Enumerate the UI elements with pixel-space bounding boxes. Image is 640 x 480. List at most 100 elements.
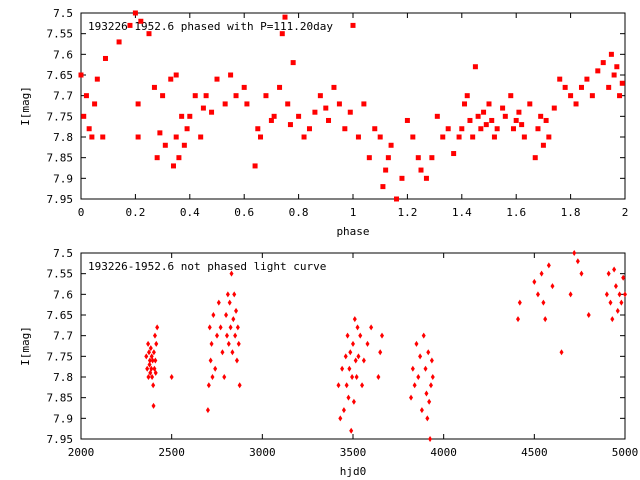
phased-data-point [263,93,269,99]
phased-data-point [181,142,187,148]
phased-data-point [209,109,215,115]
phased-data-point [516,109,522,115]
unphased-data-point [154,340,159,347]
unphased-data-point [169,374,174,380]
phased-data-point [301,134,307,140]
unphased-plot-ticks: 2000 2500 3000 3500 4000 4500 5000 7.5 7.55 7.6 7.… [47,247,639,459]
phased-data-point [372,126,378,132]
unphased-data-point [351,340,355,347]
phased-data-point [470,134,476,140]
phased-data-point [608,51,614,57]
unphased-data-point [543,316,548,323]
phased-data-point [451,151,457,157]
phased-data-point [415,155,421,161]
unphased-data-point [346,394,351,401]
phased-data-point [527,101,533,107]
phased-data-point [154,155,160,161]
unphased-data-point [621,274,626,281]
unphased-data-point [360,382,365,389]
unphased-x-tick-label: 5000 [612,446,639,459]
unphased-data-point [356,353,361,360]
phased-x-tick-label: 0.2 [125,206,145,219]
unphased-data-point [228,324,233,331]
phased-data-point [290,60,296,66]
phased-data-point [472,64,478,70]
phased-data-point [459,126,465,132]
phased-data-point [483,122,489,128]
unphased-x-tick-label: 2000 [68,446,95,459]
unphased-data-point [426,349,431,356]
unphased-data-point [427,398,432,405]
phased-y-tick-label: 7.65 [47,69,74,82]
unphased-data-point [206,382,211,389]
phased-data-point [617,93,623,99]
unphased-data-point [216,299,221,306]
phased-data-point [557,76,563,82]
phased-data-point [187,113,193,119]
phased-data-point [445,126,451,132]
unphased-data-point [345,332,350,339]
unphased-data-point [517,299,522,306]
unphased-data-point [225,291,230,298]
phased-data-point [86,126,92,132]
phased-data-point [94,76,100,82]
phased-data-point [331,84,337,90]
unphased-data-point [424,390,429,397]
unphased-data-point [610,316,615,323]
phased-data-point [377,134,383,140]
phased-data-point [551,105,557,111]
unphased-y-tick-label: 7.7 [53,330,73,343]
unphased-data-point [150,357,155,364]
phased-data-point [214,76,220,82]
phased-data-point [258,134,264,140]
unphased-data-point [215,332,219,339]
unphased-data-point [351,398,356,405]
phased-data-point [388,142,394,148]
unphased-data-point [146,374,151,380]
phased-data-point [285,101,291,107]
unphased-data-point [222,374,227,380]
phased-data-point [282,14,288,20]
unphased-light-curve-panel: 193226-1952.6 not phased light curve hjd… [19,247,638,478]
unphased-data-point [207,324,212,331]
unphased-data-point [224,332,229,339]
unphased-data-point [429,357,434,364]
phased-data-point [326,117,332,123]
phased-data-point [241,84,247,90]
unphased-data-point [416,374,421,380]
phased-data-point [78,72,84,78]
phased-light-curve-panel: 193226-1952.6 phased with P=111.20day ph… [19,7,628,238]
unphased-y-tick-label: 7.5 [53,247,73,260]
phased-data-point [383,167,389,173]
phased-data-point [380,184,386,190]
phased-data-point [589,93,595,99]
phased-plot-frame [80,12,626,200]
unphased-plot-y-label: I[mag] [19,326,32,366]
unphased-data-point [151,402,156,409]
unphased-data-point [237,382,242,389]
unphased-plot-title: 193226-1952.6 not phased light curve [88,260,326,273]
unphased-data-point [369,324,374,331]
unphased-data-point [428,436,433,442]
phased-data-point [271,113,277,119]
unphased-data-point [205,407,210,414]
unphased-data-point [378,349,383,356]
unphased-data-point [149,365,154,372]
unphased-data-point [229,270,234,277]
unphased-y-tick-label: 7.9 [53,412,73,425]
unphased-data-point [343,353,348,360]
phased-x-tick-label: 0.8 [289,206,309,219]
phased-data-point [456,134,462,140]
phased-y-tick-label: 7.6 [53,48,73,61]
unphased-data-point [358,332,363,339]
unphased-data-point [231,316,236,323]
unphased-data-point [361,357,366,364]
unphased-data-point [147,349,151,356]
unphased-data-point [428,382,433,389]
phased-y-tick-label: 7.9 [53,172,73,185]
phased-data-point [127,22,133,28]
unphased-data-point [236,340,241,347]
unphased-data-point [226,340,231,347]
unphased-data-point [146,340,151,347]
phased-data-point [157,130,163,136]
